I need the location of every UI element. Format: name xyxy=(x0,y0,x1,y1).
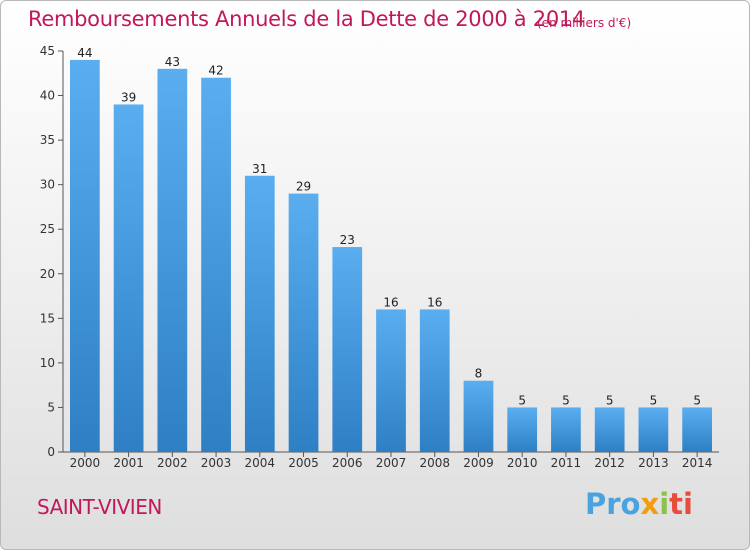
chart-bars xyxy=(69,59,713,453)
value-label-2001: 39 xyxy=(121,90,136,104)
bar-2007 xyxy=(376,309,406,452)
y-tick-label: 0 xyxy=(47,445,55,459)
bar-2011 xyxy=(551,407,581,452)
y-tick-label: 40 xyxy=(40,89,55,103)
value-label-2009: 8 xyxy=(475,367,483,381)
x-tick-label-2012: 2012 xyxy=(594,456,625,470)
bar-2000 xyxy=(69,59,100,453)
x-tick-label-2014: 2014 xyxy=(682,456,713,470)
bar-2005 xyxy=(288,193,319,453)
bar-2010 xyxy=(507,407,538,452)
x-tick-label-2004: 2004 xyxy=(245,456,276,470)
bar-2013 xyxy=(638,407,669,452)
bar-2001 xyxy=(113,104,144,452)
value-label-2000: 44 xyxy=(77,46,92,60)
value-label-2010: 5 xyxy=(518,393,526,407)
bar-2014 xyxy=(682,407,713,452)
x-tick-label-2001: 2001 xyxy=(113,456,144,470)
value-label-2013: 5 xyxy=(650,393,658,407)
chart-subtitle: (en milliers d'€) xyxy=(537,16,632,30)
x-tick-label-2000: 2000 xyxy=(70,456,101,470)
logo-part-3: i xyxy=(659,487,670,521)
bar-2002 xyxy=(157,68,188,453)
x-tick-label-2013: 2013 xyxy=(638,456,669,470)
y-tick-label: 20 xyxy=(40,267,55,281)
bar-2006 xyxy=(332,247,363,452)
x-tick-label-2011: 2011 xyxy=(551,456,582,470)
bar-2008 xyxy=(419,309,450,452)
value-label-2004: 31 xyxy=(252,162,267,176)
chart-labels: 0 5 10 15 20 25 30 35 40 45 44 2000 39 2001 43 2002 42 20… xyxy=(40,44,713,470)
y-tick-label: 30 xyxy=(40,178,55,192)
bar-2004 xyxy=(244,175,275,452)
x-tick-label-2003: 2003 xyxy=(201,456,232,470)
logo-part-1: Pro xyxy=(585,487,641,521)
y-tick-label: 45 xyxy=(40,44,55,58)
value-label-2006: 23 xyxy=(340,233,355,247)
value-label-2007: 16 xyxy=(383,295,398,309)
value-label-2012: 5 xyxy=(606,393,614,407)
value-label-2005: 29 xyxy=(296,180,311,194)
x-tick-label-2005: 2005 xyxy=(288,456,319,470)
chart-title: Remboursements Annuels de la Dette de 20… xyxy=(28,7,585,31)
x-tick-label-2008: 2008 xyxy=(419,456,450,470)
bar-2009 xyxy=(463,380,494,452)
bar-2003 xyxy=(201,77,231,452)
value-label-2003: 42 xyxy=(208,64,223,78)
value-label-2014: 5 xyxy=(693,393,701,407)
x-tick-label-2009: 2009 xyxy=(463,456,494,470)
x-tick-label-2002: 2002 xyxy=(157,456,188,470)
value-label-2002: 43 xyxy=(165,55,180,69)
value-label-2011: 5 xyxy=(562,393,570,407)
y-tick-label: 25 xyxy=(40,222,55,236)
x-tick-label-2007: 2007 xyxy=(376,456,407,470)
x-tick-label-2010: 2010 xyxy=(507,456,538,470)
y-tick-label: 15 xyxy=(40,311,55,325)
y-tick-label: 10 xyxy=(40,356,55,370)
y-tick-label: 35 xyxy=(40,133,55,147)
bar-2012 xyxy=(594,407,625,452)
x-tick-label-2006: 2006 xyxy=(332,456,363,470)
proxiti-logo[interactable]: Proxiti xyxy=(585,487,693,521)
value-label-2008: 16 xyxy=(427,295,442,309)
place-name: SAINT-VIVIEN xyxy=(37,495,162,519)
y-tick-label: 5 xyxy=(47,400,55,414)
logo-part-2: x xyxy=(640,487,660,521)
logo-part-4: ti xyxy=(669,487,693,521)
